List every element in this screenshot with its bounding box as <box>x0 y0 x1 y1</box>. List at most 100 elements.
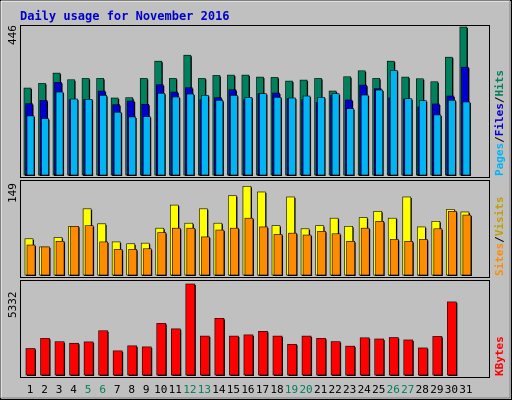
panel-visits-frame <box>20 180 490 278</box>
bar-sites-day-15 <box>230 227 240 276</box>
bar-pages-day-28 <box>419 100 428 176</box>
x-tick-label-day-16: 16 <box>241 383 254 396</box>
bar-kbytes-day-30-fill <box>447 301 457 376</box>
bar-sites-day-7 <box>113 249 124 276</box>
bar-pages-day-12-fill <box>186 93 195 176</box>
bar-kbytes-day-29-fill <box>432 336 443 376</box>
bar-pages-day-25 <box>375 89 384 176</box>
x-tick-label-day-15: 15 <box>227 383 240 396</box>
bar-sites-day-25-fill <box>375 221 385 276</box>
legend-sep-3: / <box>493 236 506 243</box>
bar-sites-day-31-fill <box>462 214 472 276</box>
bar-pages-day-30-fill <box>448 100 456 176</box>
bar-kbytes-day-7-fill <box>112 350 123 376</box>
bar-sites-day-29-fill <box>433 228 443 276</box>
bar-sites-day-30-fill <box>448 211 457 276</box>
bar-sites-day-3-fill <box>55 240 65 276</box>
panel-hits-legend-text: Pages/Files/Hits <box>493 70 506 176</box>
bar-pages-day-26-fill <box>389 70 398 176</box>
x-tick-label-day-7: 7 <box>114 383 121 396</box>
bar-pages-day-24-fill <box>360 94 369 176</box>
bar-pages-day-6 <box>99 95 108 176</box>
bar-kbytes-day-8-fill <box>127 345 138 376</box>
panel-visits-legend-text: Sites/Visits <box>493 197 506 277</box>
bar-kbytes-day-5-fill <box>83 341 94 376</box>
bar-kbytes-day-3 <box>54 341 66 376</box>
legend-sites: Sites <box>493 243 506 276</box>
legend-hits: Hits <box>493 70 506 97</box>
bar-kbytes-day-16 <box>243 334 254 376</box>
bar-pages-day-5 <box>84 99 94 176</box>
bar-kbytes-day-15 <box>229 335 240 376</box>
bar-sites-day-10 <box>157 232 167 276</box>
bar-kbytes-day-1 <box>25 348 36 376</box>
panel-hits-legend: Pages/Files/Hits <box>493 70 506 176</box>
panel-kbytes-legend: KBytes <box>493 336 506 376</box>
bar-sites-day-28-fill <box>419 239 428 276</box>
bar-sites-day-12-fill <box>186 227 196 276</box>
x-tick-label-day-1: 1 <box>27 383 34 396</box>
bar-sites-day-5-fill <box>84 225 94 276</box>
bar-pages-day-30 <box>448 100 457 176</box>
bar-sites-day-8-fill <box>128 249 138 276</box>
bar-pages-day-27 <box>404 98 413 176</box>
bar-sites-day-27 <box>404 240 414 276</box>
bars-hits-group <box>23 26 471 177</box>
panel-hits-files-pages: 446 Pages/Files/Hits <box>6 25 506 178</box>
bar-kbytes-day-1-fill <box>25 348 36 376</box>
bar-kbytes-day-15-fill <box>229 335 239 376</box>
bar-sites-day-23-fill <box>346 240 355 276</box>
bar-sites-day-20-fill <box>302 234 312 276</box>
bar-sites-day-30 <box>448 211 458 276</box>
bar-sites-day-6 <box>99 241 109 276</box>
bar-pages-day-4 <box>70 98 79 176</box>
panel-kbytes-frame <box>20 280 490 378</box>
bar-pages-day-5-fill <box>84 99 93 176</box>
bar-kbytes-day-2 <box>40 338 51 376</box>
x-tick-label-day-12: 12 <box>183 383 196 396</box>
bar-kbytes-day-12-fill <box>185 283 196 376</box>
bar-kbytes-day-12 <box>185 283 196 376</box>
panel-visits-sites: 149 Sites/Visits <box>6 180 506 278</box>
bar-sites-day-13 <box>201 236 211 276</box>
bar-kbytes-day-10-fill <box>156 323 167 376</box>
bar-pages-day-15-fill <box>230 95 238 176</box>
bar-kbytes-day-5 <box>83 341 95 376</box>
bar-kbytes-day-30 <box>447 301 458 376</box>
bar-kbytes-day-14 <box>214 318 225 376</box>
bar-pages-day-3 <box>55 91 65 176</box>
x-tick-label-day-2: 2 <box>41 383 48 396</box>
bar-kbytes-day-21 <box>316 338 327 376</box>
bar-kbytes-day-11 <box>171 328 182 376</box>
bar-pages-day-25-fill <box>375 89 384 176</box>
bar-sites-day-1-fill <box>26 244 36 276</box>
bar-sites-day-21-fill <box>317 231 326 276</box>
bar-pages-day-1-fill <box>26 115 35 176</box>
bar-sites-day-14 <box>215 229 225 276</box>
bar-pages-day-31 <box>462 101 471 176</box>
bar-pages-day-19-fill <box>288 97 296 176</box>
x-tick-label-day-29: 29 <box>430 383 443 396</box>
bar-kbytes-day-6 <box>98 330 109 376</box>
bar-pages-day-7 <box>113 111 123 176</box>
bar-kbytes-day-9 <box>141 346 153 376</box>
bar-sites-day-6-fill <box>99 241 108 276</box>
bar-sites-day-19-fill <box>288 232 297 276</box>
bar-kbytes-day-24 <box>359 337 371 376</box>
bar-pages-day-16-fill <box>244 97 253 176</box>
bar-pages-day-9-fill <box>142 116 151 176</box>
bar-kbytes-day-22-fill <box>330 341 341 376</box>
bar-kbytes-day-9-fill <box>141 346 152 376</box>
bar-pages-day-7-fill <box>113 111 122 176</box>
bar-kbytes-day-28 <box>418 347 429 376</box>
bar-sites-day-9-fill <box>142 248 152 276</box>
bar-sites-day-3 <box>55 240 66 276</box>
bar-sites-day-19 <box>288 232 298 276</box>
bar-kbytes-day-25-fill <box>374 338 385 376</box>
bar-sites-day-24-fill <box>360 227 370 276</box>
bar-sites-day-28 <box>419 239 429 276</box>
bar-sites-day-23 <box>346 240 356 276</box>
bar-sites-day-16 <box>244 217 254 276</box>
legend-pages: Pages <box>493 143 506 176</box>
